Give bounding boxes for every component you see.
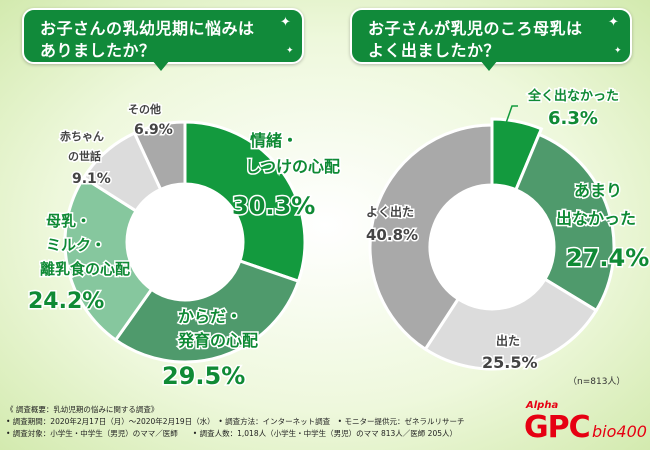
slice-value-label: 6.3%: [548, 108, 598, 129]
slice-value-label: 29.5%: [162, 362, 245, 390]
footer-line-3: • 調査対象：小学生・中学生（男児）のママ／医師 • 調査人数：1,018人（小…: [6, 429, 457, 438]
sparkle-icon: ✦: [280, 15, 291, 30]
pie-slice: [423, 277, 599, 371]
pie-slice: [132, 120, 187, 192]
slice-label: 赤ちゃん: [60, 129, 104, 143]
slice-label: その他: [128, 102, 161, 116]
slice-label: 出た: [496, 333, 520, 348]
question-1-tail: [152, 60, 170, 71]
slice-label: よく出た: [366, 204, 414, 219]
slice-label: 情緒・: [250, 131, 298, 150]
slice-label: ミルク・: [46, 236, 106, 254]
donut-chart-1: 情緒・しつけの心配 30.3% からだ・発育の心配 29.5% 母乳・ミルク・離乳食の心…: [27, 101, 342, 392]
slice-label: 出なかった: [556, 209, 636, 228]
slice-value-label: 9.1%: [72, 171, 111, 187]
slice-label: 母乳・: [46, 212, 91, 230]
pie-slice: [490, 117, 544, 192]
callout-line: [504, 105, 518, 127]
question-box-1: お子さんの乳幼児期に悩みは ありましたか？ ✦ ✦: [22, 8, 304, 64]
footer-line-2: • 調査期間：2020年2月17日（月）～2020年2月19日（水） • 調査方…: [6, 417, 465, 426]
question-2-tail: [480, 60, 498, 71]
slice-value-label: 25.5%: [482, 353, 538, 372]
sparkle-icon: ✦: [286, 46, 294, 56]
slice-value-label: 30.3%: [232, 192, 315, 220]
pie-slice: [368, 123, 494, 352]
slice-value-label: 27.4%: [566, 244, 649, 272]
question-box-2: お子さんが乳児のころ母乳は よく出ましたか？ ✦ ✦: [350, 8, 632, 64]
survey-footer: 《 調査概要：乳幼児期の悩みに関する調査》 • 調査期間：2020年2月17日（…: [6, 404, 464, 440]
slice-label: 発育の心配: [177, 331, 258, 350]
slice-label: からだ・: [178, 307, 242, 326]
pie-slice: [183, 120, 307, 284]
slice-label: しつけの心配: [245, 157, 340, 176]
sparkle-icon: ✦: [614, 46, 622, 56]
slice-value-label: 6.9%: [134, 122, 173, 138]
question-1-text: お子さんの乳幼児期に悩みは ありましたか？: [40, 19, 255, 60]
brand-logo: Alpha GPC bio400: [520, 398, 647, 446]
slice-value-label: 40.8%: [366, 226, 418, 244]
slice-label: 離乳食の心配: [40, 260, 130, 278]
slice-value-label: 24.2%: [28, 289, 104, 314]
slice-label: あまり: [574, 181, 622, 200]
question-2-text: お子さんが乳児のころ母乳は よく出ましたか？: [368, 19, 583, 60]
pie-slice: [113, 259, 301, 364]
donut-hole: [431, 186, 553, 308]
brand-gpc: GPC: [524, 410, 591, 445]
donut-hole: [128, 185, 242, 299]
pie-slice: [513, 132, 616, 313]
footer-line-1: 《 調査概要：乳幼児期の悩みに関する調査》: [6, 405, 159, 414]
brand-bio: bio400: [592, 422, 647, 441]
sample-size-note: （n=813人）: [568, 377, 626, 387]
slice-label: の世話: [68, 149, 101, 163]
slice-label: 全く出なかった: [527, 88, 619, 104]
pie-slice: [63, 175, 154, 343]
brand-alpha: Alpha: [526, 400, 559, 411]
sparkle-icon: ✦: [608, 15, 619, 30]
